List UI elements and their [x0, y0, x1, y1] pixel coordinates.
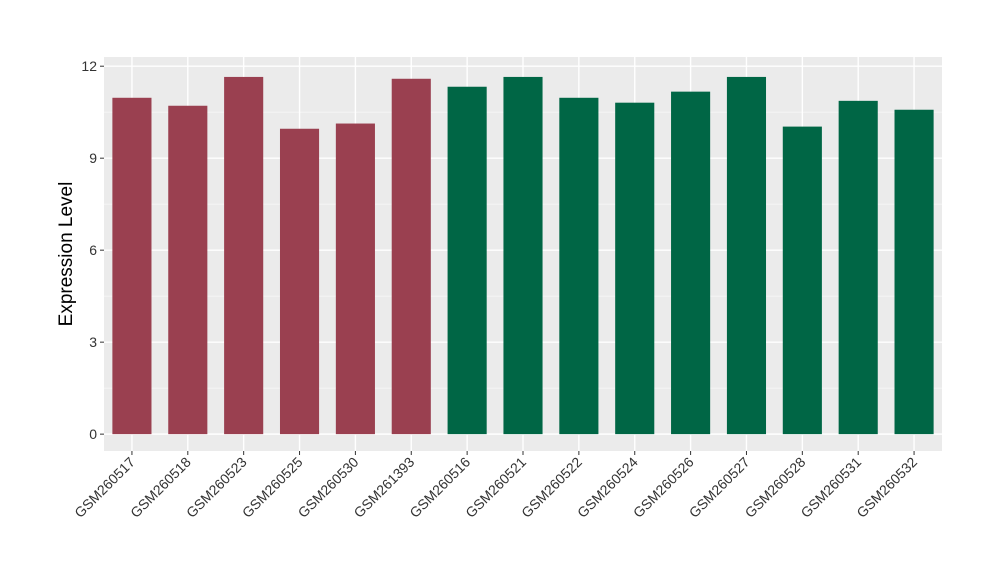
bar: [168, 105, 208, 435]
bar: [224, 76, 264, 435]
bar: [559, 97, 599, 435]
y-axis-label: Expression Level: [56, 182, 77, 327]
bar: [838, 100, 878, 435]
bar: [335, 123, 375, 435]
x-tick-label: GSM260532: [853, 454, 920, 521]
y-tick-label: 6: [89, 242, 97, 258]
bar: [112, 97, 152, 435]
bar: [279, 128, 320, 435]
bar: [726, 76, 767, 435]
bar: [447, 86, 487, 435]
bar: [894, 109, 934, 435]
bar: [503, 76, 543, 435]
bar: [615, 102, 655, 435]
bar: [391, 78, 431, 435]
bar: [782, 126, 822, 435]
y-tick-label: 12: [81, 58, 97, 74]
y-tick-label: 9: [89, 150, 97, 166]
y-tick-label: 0: [89, 426, 97, 442]
y-tick-label: 3: [89, 334, 97, 350]
bar: [671, 91, 711, 435]
